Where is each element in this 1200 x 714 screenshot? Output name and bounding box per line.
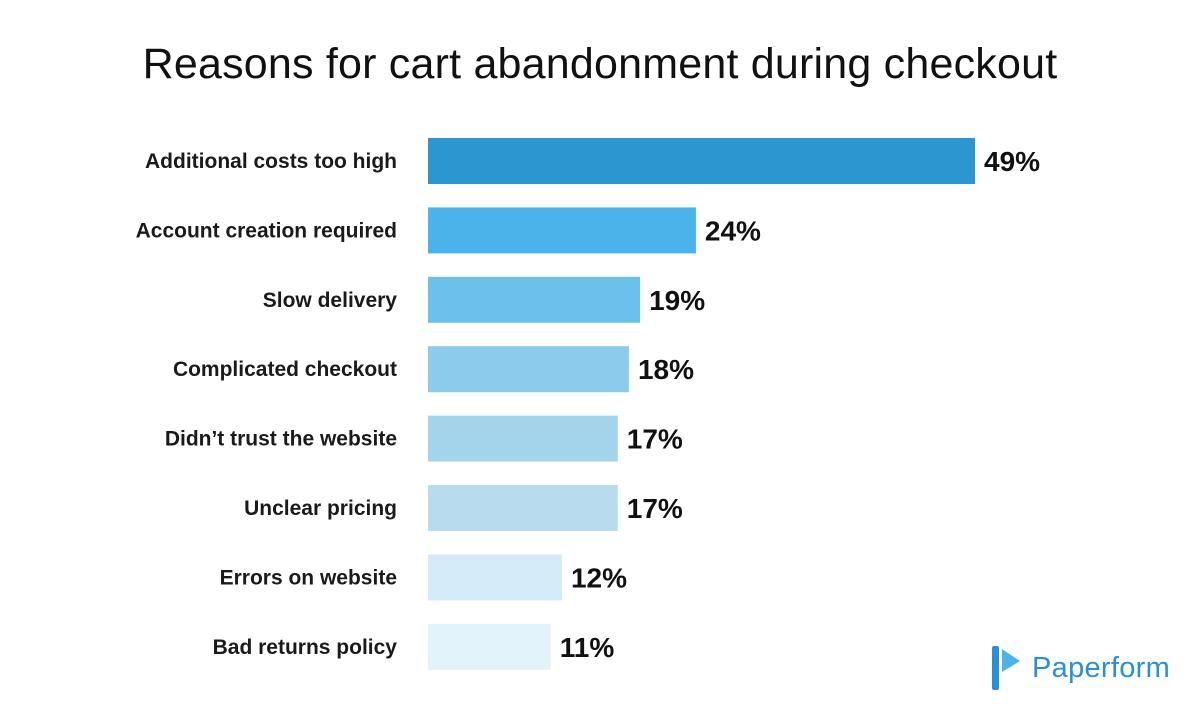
value-label-5: 17% bbox=[627, 493, 683, 524]
category-label-0: Additional costs too high bbox=[145, 150, 397, 173]
value-label-2: 19% bbox=[649, 285, 705, 316]
bar-7 bbox=[428, 623, 551, 670]
bar-0 bbox=[428, 138, 975, 184]
bar-2 bbox=[428, 276, 641, 323]
category-label-6: Errors on website bbox=[220, 566, 397, 589]
value-label-1: 24% bbox=[705, 215, 761, 246]
value-label-6: 12% bbox=[571, 562, 627, 593]
category-label-5: Unclear pricing bbox=[244, 497, 397, 520]
category-label-7: Bad returns policy bbox=[213, 636, 398, 659]
category-label-4: Didn’t trust the website bbox=[165, 428, 397, 451]
brand-name: Paperform bbox=[1032, 651, 1171, 684]
bar-4 bbox=[428, 415, 618, 462]
bar-3 bbox=[428, 346, 629, 393]
bar-5 bbox=[428, 485, 618, 531]
category-label-2: Slow delivery bbox=[263, 289, 398, 312]
category-label-1: Account creation required bbox=[136, 219, 397, 242]
value-label-7: 11% bbox=[560, 632, 615, 663]
paperform-logo-icon bbox=[992, 646, 1020, 690]
chart-title: Reasons for cart abandonment during chec… bbox=[142, 40, 1058, 88]
value-label-3: 18% bbox=[638, 354, 694, 385]
category-label-3: Complicated checkout bbox=[173, 358, 397, 381]
bar-6 bbox=[428, 554, 562, 601]
paperform-brand: Paperform bbox=[992, 646, 1170, 690]
bar-1 bbox=[428, 207, 696, 254]
value-label-4: 17% bbox=[627, 424, 683, 455]
value-label-0: 49% bbox=[984, 146, 1040, 177]
